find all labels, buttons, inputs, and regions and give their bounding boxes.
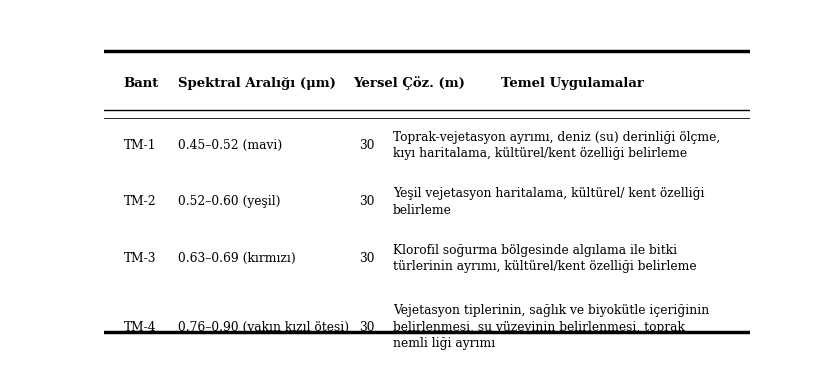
Text: 0.52–0.60 (yeşil): 0.52–0.60 (yeşil)	[178, 196, 281, 208]
Text: 30: 30	[359, 321, 375, 334]
Text: Toprak-vejetasyon ayrımı, deniz (su) derinliği ölçme,
kıyı haritalama, kültürel/: Toprak-vejetasyon ayrımı, deniz (su) der…	[392, 130, 720, 160]
Text: TM-4: TM-4	[123, 321, 156, 334]
Text: 0.76–0.90 (yakın kızıl ötesi): 0.76–0.90 (yakın kızıl ötesi)	[178, 321, 350, 334]
Text: TM-2: TM-2	[123, 196, 156, 208]
Text: 0.63–0.69 (kırmızı): 0.63–0.69 (kırmızı)	[178, 252, 296, 265]
Text: 30: 30	[359, 252, 375, 265]
Text: TM-3: TM-3	[123, 252, 156, 265]
Text: Vejetasyon tiplerinin, sağlık ve biyokütle içeriğinin
belirlenmesi, su yüzeyinin: Vejetasyon tiplerinin, sağlık ve biyoküt…	[392, 304, 709, 350]
Text: Bant: Bant	[123, 77, 159, 90]
Text: Yeşil vejetasyon haritalama, kültürel/ kent özelliği
belirleme: Yeşil vejetasyon haritalama, kültürel/ k…	[392, 187, 704, 217]
Text: Klorofil soğurma bölgesinde algılama ile bitki
türlerinin ayrımı, kültürel/kent : Klorofil soğurma bölgesinde algılama ile…	[392, 244, 696, 273]
Text: 30: 30	[359, 139, 375, 152]
Text: 0.45–0.52 (mavi): 0.45–0.52 (mavi)	[178, 139, 282, 152]
Text: TM-1: TM-1	[123, 139, 156, 152]
Text: Spektral Aralığı (μm): Spektral Aralığı (μm)	[178, 77, 337, 90]
Text: Temel Uygulamalar: Temel Uygulamalar	[501, 77, 644, 90]
Text: Yersel Çöz. (m): Yersel Çöz. (m)	[352, 77, 465, 90]
Text: 30: 30	[359, 196, 375, 208]
